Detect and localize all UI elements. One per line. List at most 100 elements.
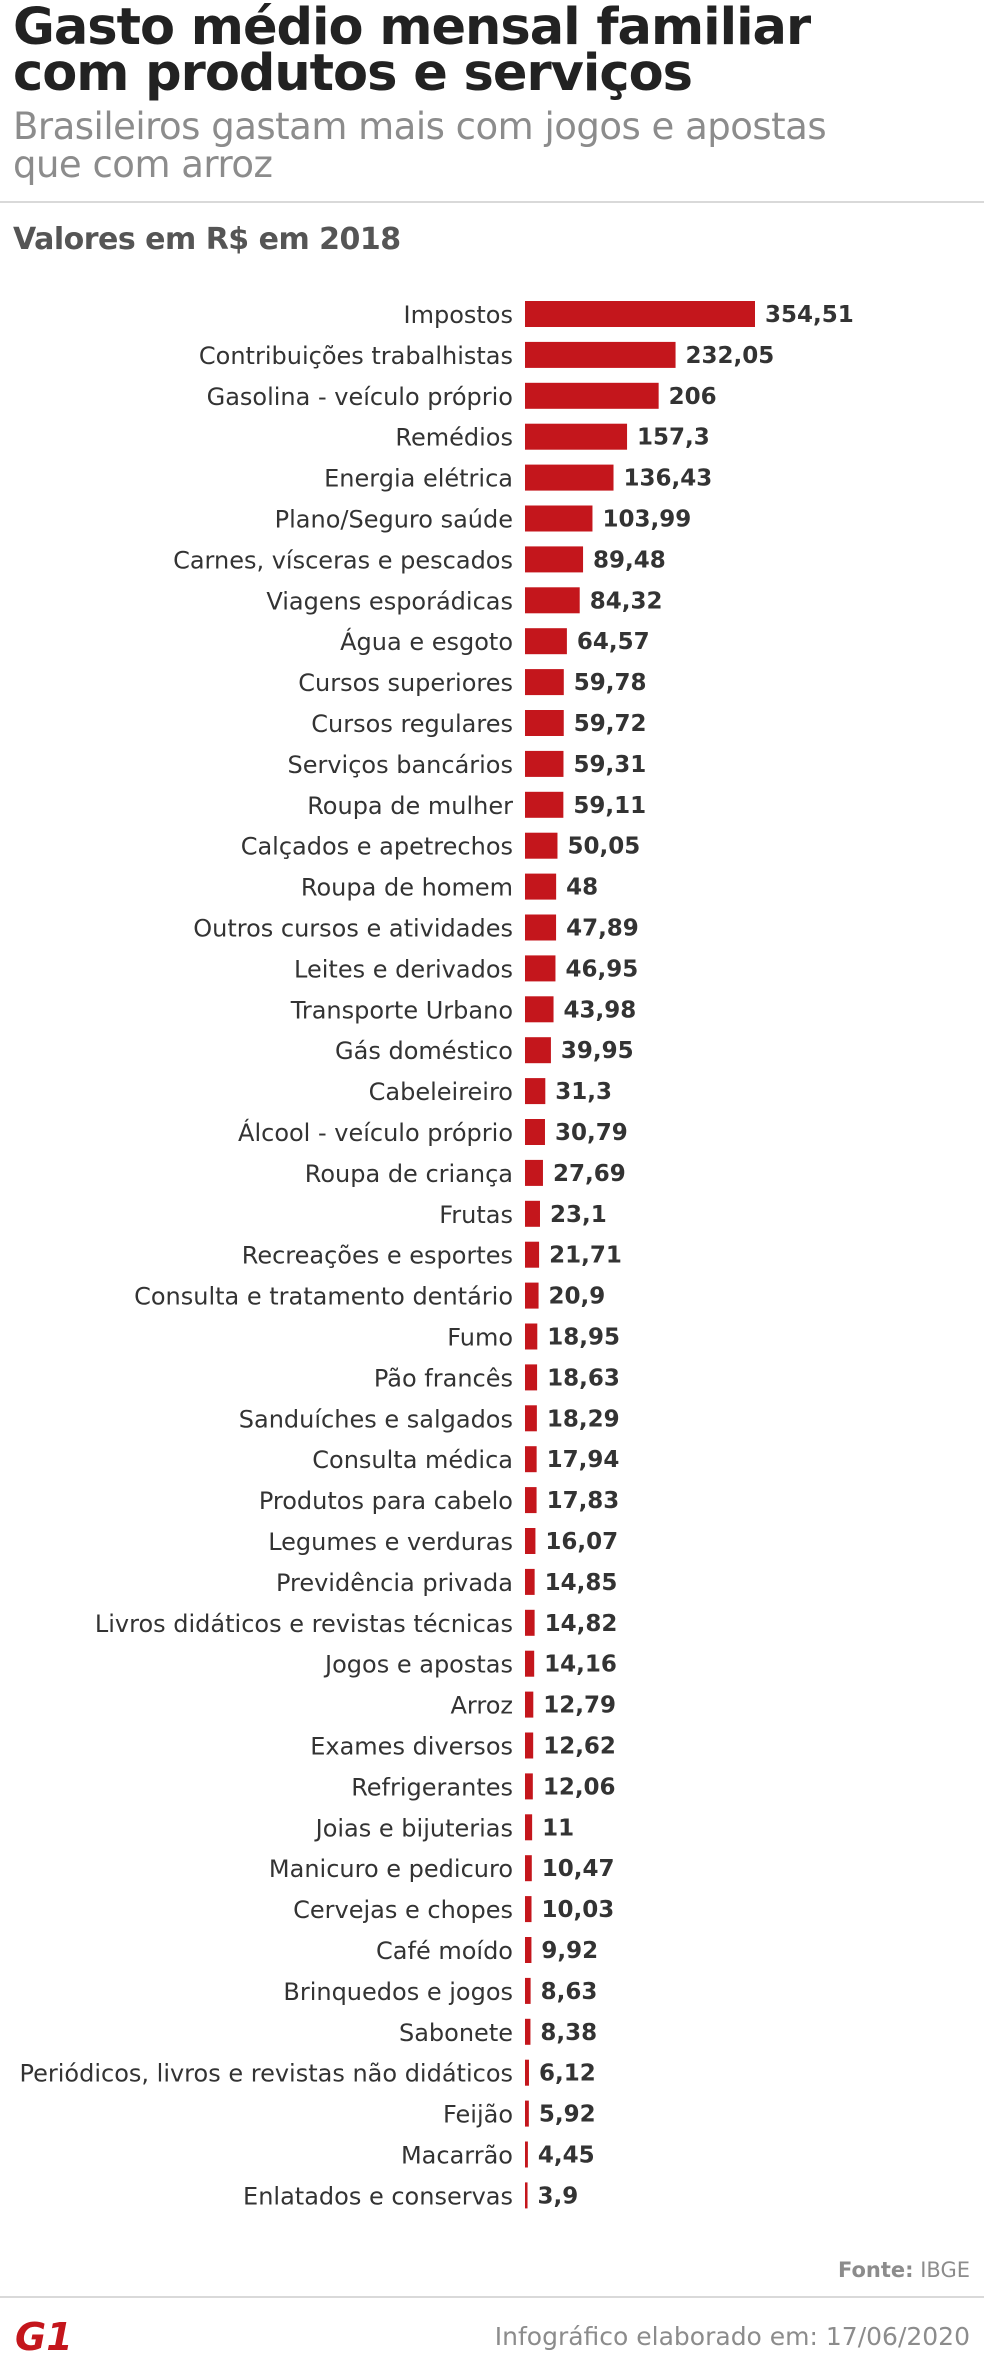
bar — [525, 1937, 532, 1963]
category-label: Calçados e apetrechos — [241, 833, 513, 861]
value-label: 9,92 — [541, 1938, 598, 1964]
category-label: Legumes e verduras — [268, 1528, 513, 1556]
value-label: 39,95 — [561, 1038, 634, 1064]
bar — [525, 1773, 533, 1800]
bar — [525, 1446, 537, 1473]
bar — [525, 1487, 537, 1514]
chart-title-line-2: com produtos e serviços — [13, 44, 693, 103]
value-label: 8,63 — [541, 1979, 598, 2005]
bar — [525, 1609, 535, 1636]
value-label: 10,03 — [542, 1897, 615, 1923]
value-label: 103,99 — [602, 507, 691, 533]
category-label: Pão francês — [374, 1364, 513, 1392]
category-label: Outros cursos e atividades — [193, 915, 513, 943]
value-label: 17,83 — [547, 1488, 620, 1514]
value-label: 46,95 — [565, 956, 638, 982]
bar — [525, 832, 558, 859]
bar — [525, 341, 676, 368]
category-label: Recreações e esportes — [242, 1242, 513, 1270]
category-label: Transporte Urbano — [290, 996, 513, 1024]
category-label: Produtos para cabelo — [259, 1487, 513, 1515]
value-label: 5,92 — [539, 2102, 596, 2128]
value-label: 11 — [542, 1815, 574, 1841]
value-label: 23,1 — [550, 1202, 607, 1228]
value-label: 27,69 — [553, 1161, 626, 1187]
value-label: 14,85 — [545, 1570, 618, 1596]
logo-text: G1 — [15, 2316, 73, 2356]
value-label: 136,43 — [624, 466, 713, 492]
bar — [525, 914, 557, 941]
bar — [525, 1241, 540, 1268]
bar — [525, 1732, 534, 1759]
value-label: 12,79 — [543, 1693, 616, 1719]
source-label: Fonte: — [837, 2258, 914, 2282]
bar — [525, 1364, 538, 1391]
bar — [525, 1650, 535, 1677]
category-label: Impostos — [404, 301, 513, 329]
bar — [525, 1896, 532, 1923]
bar — [525, 1814, 533, 1841]
bar — [525, 791, 564, 818]
bar — [525, 2059, 529, 2086]
category-label: Carnes, vísceras e pescados — [173, 546, 513, 574]
value-label: 18,29 — [547, 1406, 620, 1432]
bar — [525, 1977, 531, 2004]
category-label: Periódicos, livros e revistas não didáti… — [20, 2060, 514, 2088]
value-label: 232,05 — [686, 343, 775, 369]
value-label: 354,51 — [765, 302, 854, 328]
value-label: 30,79 — [555, 1120, 628, 1146]
units-label: Valores em R$ em 2018 — [13, 222, 401, 257]
value-label: 84,32 — [590, 588, 663, 614]
bar — [525, 2100, 529, 2127]
category-label: Café moído — [376, 1937, 513, 1965]
value-label: 59,11 — [573, 793, 646, 819]
bar — [525, 750, 564, 777]
bar — [525, 1855, 532, 1882]
value-label: 14,82 — [545, 1611, 618, 1637]
category-label: Leites e derivados — [294, 955, 513, 983]
top-divider — [0, 201, 984, 203]
value-label: 89,48 — [593, 547, 666, 573]
category-label: Jogos e apostas — [323, 1651, 513, 1679]
category-label: Previdência privada — [276, 1569, 513, 1597]
created-date: Infográfico elaborado em: 17/06/2020 — [494, 2322, 970, 2351]
value-label: 10,47 — [542, 1856, 615, 1882]
value-label: 157,3 — [637, 425, 710, 451]
chart-title-line-1: Gasto médio mensal familiar — [13, 0, 811, 57]
value-label: 6,12 — [539, 2061, 596, 2087]
category-label: Serviços bancários — [287, 751, 513, 779]
category-label: Roupa de criança — [305, 1160, 513, 1188]
category-label: Macarrão — [401, 2142, 513, 2170]
category-label: Remédios — [395, 424, 513, 452]
value-label: 3,9 — [538, 2183, 579, 2209]
bar — [525, 301, 755, 327]
category-label: Brinquedos e jogos — [283, 1978, 513, 2006]
category-label: Cursos superiores — [298, 669, 513, 697]
value-label: 21,71 — [549, 1243, 622, 1269]
value-label: 14,16 — [544, 1652, 617, 1678]
value-label: 31,3 — [555, 1079, 612, 1105]
value-label: 20,9 — [549, 1284, 606, 1310]
category-label: Gás doméstico — [335, 1037, 513, 1065]
category-label: Contribuições trabalhistas — [199, 342, 513, 370]
value-label: 18,95 — [547, 1325, 620, 1351]
bar — [525, 505, 593, 532]
category-label: Roupa de mulher — [307, 792, 513, 820]
bar — [525, 464, 614, 491]
chart-subtitle-line-1: Brasileiros gastam mais com jogos e apos… — [13, 105, 827, 148]
bar — [525, 628, 567, 655]
g1-logo: G1 — [15, 2316, 73, 2356]
value-label: 12,62 — [543, 1734, 616, 1760]
category-label: Consulta e tratamento dentário — [134, 1283, 513, 1311]
category-label: Exames diversos — [310, 1733, 513, 1761]
value-label: 64,57 — [577, 629, 650, 655]
value-label: 18,63 — [547, 1365, 620, 1391]
bar — [525, 1568, 535, 1595]
category-label: Manicuro e pedicuro — [269, 1855, 513, 1883]
chart-title: Gasto médio mensal familiar com produtos… — [13, 0, 973, 103]
category-label: Livros didáticos e revistas técnicas — [95, 1610, 513, 1638]
bar — [525, 587, 580, 614]
bar — [525, 546, 584, 573]
category-label: Cursos regulares — [311, 710, 513, 738]
category-label: Energia elétrica — [324, 465, 513, 493]
